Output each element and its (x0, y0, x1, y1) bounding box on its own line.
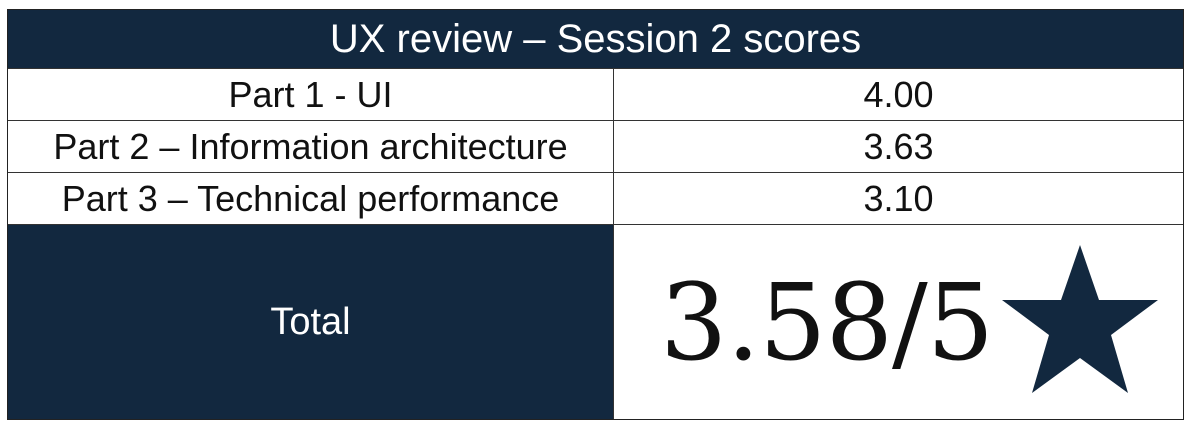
table-title: UX review – Session 2 scores (8, 10, 1183, 68)
table-row: Part 2 – Information architecture 3.63 (8, 120, 1183, 172)
part-1-score: 4.00 (613, 69, 1183, 120)
star-icon (1002, 245, 1158, 393)
part-2-score: 3.63 (613, 121, 1183, 172)
part-1-label: Part 1 - UI (228, 73, 393, 115)
total-label: Total (8, 225, 613, 419)
total-row: Total 3.58/5 (8, 224, 1183, 419)
part-3-label: Part 3 – Technical performance (61, 177, 560, 219)
total-score: 3.58/5 (660, 261, 994, 384)
part-2-label: Part 2 – Information architecture (53, 125, 568, 167)
total-value-cell: 3.58/5 (613, 225, 1183, 419)
table-row: Part 1 - UI 4.00 (8, 68, 1183, 120)
scores-table: UX review – Session 2 scores Part 1 - UI… (7, 9, 1184, 420)
table-row: Part 3 – Technical performance 3.10 (8, 172, 1183, 224)
star-shape (1002, 245, 1158, 393)
part-3-score: 3.10 (613, 173, 1183, 224)
